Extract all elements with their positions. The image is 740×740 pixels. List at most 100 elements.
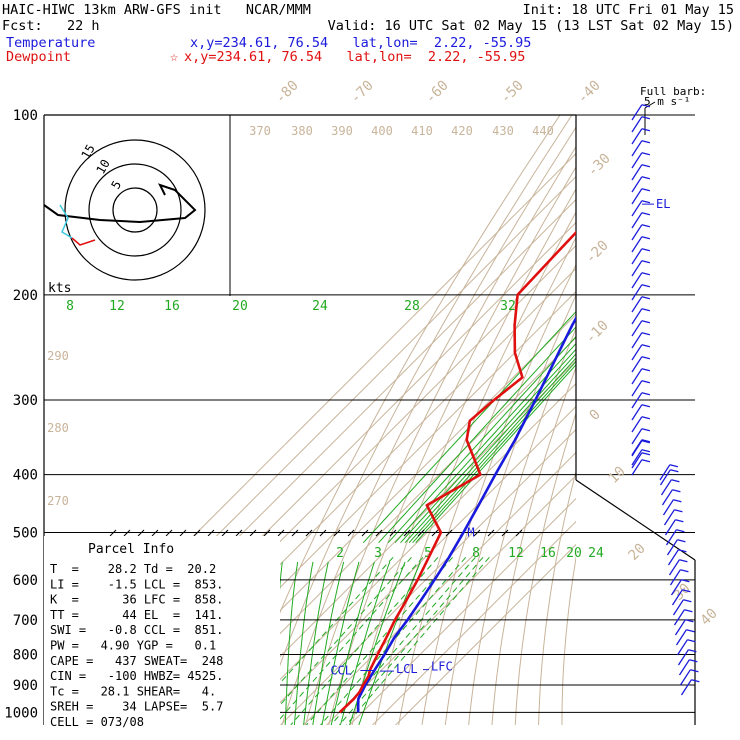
tick-mark [445,529,453,537]
wind-barb-flag [691,679,700,683]
mixing-ratio-label-lower: 8 [472,546,480,561]
wind-barb-staff [631,459,643,476]
theta-label: 370 [249,124,271,138]
moist-adiabat-line [293,561,314,725]
wind-barb-staff [631,449,643,466]
temperature-location: x,y=234.61, 76.54 lat,lon= 2.22, -55.95 [190,35,532,51]
wind-barb-flag [641,176,651,180]
wind-barb-staff [676,639,688,656]
wind-barb-flag [641,272,651,276]
parcel-info-row: SWI = -0.8 CCL = 851. [50,623,223,637]
wind-barb-staff [667,549,679,566]
wind-barb-staff [670,579,682,596]
wind-barb-flag [671,479,680,483]
tick-mark [263,529,271,537]
pressure-tick-label: 300 [13,393,38,409]
isotherm-label: -30 [585,151,614,180]
wind-barb-flag [641,116,651,120]
wind-barb-legend-label: Full barb: [640,85,706,98]
wind-barb-flag [641,140,651,144]
wind-barb-flag [682,589,691,593]
isotherm-label: -70 [348,78,377,107]
isotherm-label: -20 [583,238,612,267]
tick-mark [375,529,383,537]
wind-barb-flag [686,629,695,633]
parcel-info-title: Parcel Info [88,542,174,557]
wind-barb-legend-unit: 5 m s⁻¹ [644,95,690,108]
wind-barb-staff [631,176,643,193]
mixing-ratio-line [408,357,576,544]
hodograph-ring-label: 15 [78,142,97,162]
isotherm-label: 20 [626,541,649,564]
level-marker-label: EL [656,197,670,211]
wind-barb-legend-barb [644,101,656,109]
wind-barb-flag [641,404,651,408]
wind-barb-flag [641,212,651,216]
mixing-ratio-line [400,348,576,544]
parcel-info-row: SREH = 34 LAPSE= 5.7 [50,700,223,714]
tick-mark [249,529,257,537]
wind-barb-staff [661,489,673,506]
wind-barb-flag [641,296,651,300]
tick-mark [501,529,509,537]
wind-barb-flag [677,539,686,543]
dry-adiabat-line [421,263,576,725]
mixing-ratio-label-lower: 20 [566,546,582,561]
hodograph-trace [43,183,197,224]
mixing-ratio-line-lower [320,556,467,725]
isotherm-label: 40 [698,606,721,629]
chart-title: HAIC-HIWC 13km ARW-GFS init NCAR/MMM [2,2,311,18]
wind-barb-flag [641,380,651,384]
wind-barb-staff [631,128,643,145]
pressure-tick-label: 100 [13,108,38,124]
hodograph-trace-surface [71,237,96,246]
wind-barb-flag [641,440,651,444]
wind-barb-staff [631,188,643,205]
wind-barb-staff [675,629,687,646]
mixing-ratio-line-lower [345,556,490,725]
wind-barb-flag [670,469,679,473]
isotherm-label: 10 [606,464,629,487]
wind-barb-flag [641,236,651,240]
wind-barb-staff [669,569,681,586]
moist-adiabat-line [349,561,406,725]
level-marker-label: M [467,526,474,540]
tick-mark [431,529,439,537]
wind-barb-staff [680,679,692,696]
dry-adiabat-line [514,411,576,725]
wind-barb-staff [631,368,643,385]
isotherm-label: 0 [587,407,604,424]
mixing-ratio-label: 12 [109,299,125,314]
wind-barb-staff [671,589,683,606]
mixing-ratio-label: 24 [312,299,328,314]
wind-barb-flag [641,164,651,168]
pressure-tick-label: 1000 [4,705,38,721]
parcel-info-row: Tc = 28.1 SHEAR= 4. [50,684,216,698]
wind-barb-flag [641,368,651,372]
parcel-info-row: K = 36 LFC = 858. [50,593,223,607]
wind-barb-staff [673,609,685,626]
mixing-ratio-line [362,310,576,544]
isotherm-line [349,497,576,725]
theta-label: 420 [451,124,473,138]
wind-barb-flag [673,499,682,503]
wind-barb-flag [641,224,651,228]
wind-barb-flag [641,428,651,432]
hodograph-trace-low [59,204,73,239]
wind-barb-flag [672,489,681,493]
wind-barb-flag [641,344,651,348]
wind-barb-flag [685,619,694,623]
wind-barb-staff [631,236,643,253]
wind-barb-staff [668,559,680,576]
theta-label: 430 [492,124,514,138]
pressure-tick-label: 700 [13,613,38,629]
parcel-info-row: CAPE = 437 SWEAT= 248 [50,654,223,668]
dry-adiabat-line [561,554,576,725]
tick-mark [515,529,523,537]
wind-barb-flag [689,659,698,663]
dewpoint-legend-label: Dewpoint [6,49,72,65]
wind-barb-staff [631,260,643,277]
isotherm-line [326,474,576,725]
isotherm-line [372,520,576,725]
